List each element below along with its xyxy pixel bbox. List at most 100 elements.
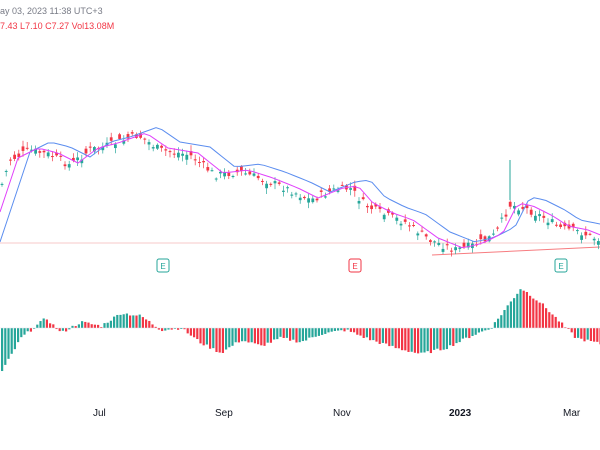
histogram-bar (260, 328, 263, 346)
candle-body (370, 205, 373, 210)
histogram-bar (87, 322, 90, 328)
histogram-bar (148, 320, 151, 328)
histogram-bar (311, 328, 314, 338)
candle-body (500, 217, 504, 219)
candle-body (240, 166, 243, 172)
histogram-bar (337, 328, 340, 331)
histogram-bar (17, 328, 20, 343)
histogram-bar (321, 328, 324, 335)
histogram-bar (401, 328, 404, 351)
histogram-bar (433, 328, 436, 350)
candle-body (567, 224, 571, 229)
histogram-bar (593, 328, 596, 342)
candle-body (34, 148, 37, 154)
candle-body (17, 153, 21, 157)
histogram-bar (343, 328, 346, 332)
histogram-bar (257, 328, 260, 345)
candle-body (534, 215, 537, 221)
histogram-bar (298, 328, 301, 343)
histogram-bar (36, 324, 39, 328)
histogram-bar (145, 319, 148, 328)
histogram-bar (228, 328, 231, 348)
svg-text:E: E (160, 262, 165, 271)
candle-body (458, 247, 462, 249)
candle-body (223, 172, 226, 177)
histogram-bar (61, 328, 64, 331)
histogram-bar (4, 328, 7, 365)
candle-body (30, 149, 33, 151)
histogram-bar (26, 328, 29, 332)
histogram-bar (77, 324, 80, 328)
histogram-bar (481, 328, 484, 332)
histogram-bar (346, 328, 349, 330)
histogram-bar (439, 328, 442, 351)
svg-text:E: E (352, 262, 357, 271)
candle-body (437, 242, 441, 245)
histogram-bar (516, 293, 519, 328)
candle-body (416, 233, 420, 236)
candle-body (101, 146, 105, 151)
earnings-marker[interactable]: E (348, 258, 362, 273)
candle-body (185, 154, 189, 160)
candle-body (277, 182, 281, 184)
histogram-bar (381, 328, 384, 343)
histogram-bar (209, 328, 212, 349)
histogram-bar (122, 314, 125, 328)
histogram-bar (407, 328, 410, 352)
histogram-bar (285, 328, 288, 338)
histogram-bar (365, 328, 368, 338)
candle-body (340, 184, 344, 186)
histogram-bar (42, 318, 45, 328)
histogram-bar (167, 328, 170, 330)
histogram-bar (218, 328, 221, 353)
candle-body (429, 240, 432, 242)
candle-body (328, 188, 331, 192)
histogram-bar (199, 328, 202, 344)
candle-body (181, 153, 184, 156)
histogram-bar (468, 328, 471, 339)
candle-body (0, 183, 4, 185)
histogram-bar (452, 328, 455, 346)
oscillator-histogram (1, 289, 600, 372)
histogram-bar (49, 323, 52, 328)
candle-body (420, 230, 424, 232)
histogram-bar (205, 328, 208, 345)
candle-body (403, 219, 407, 222)
candle-body (525, 205, 529, 209)
histogram-bar (564, 327, 567, 329)
histogram-bar (170, 328, 173, 330)
histogram-bar (305, 328, 308, 341)
ma-fast-line (0, 133, 600, 249)
histogram-bar (237, 328, 240, 343)
histogram-bar (135, 315, 138, 328)
candle-body (445, 244, 449, 246)
x-axis-label-sep: Sep (215, 408, 233, 419)
histogram-bar (93, 324, 96, 328)
candle-body (366, 205, 369, 208)
histogram-bar (65, 328, 68, 332)
histogram-bar (7, 328, 10, 359)
candle-body (214, 178, 218, 180)
histogram-bar (359, 328, 362, 336)
candle-body (139, 133, 142, 138)
histogram-bar (263, 328, 266, 346)
histogram-bar (55, 328, 58, 330)
histogram-bar (557, 321, 560, 328)
trend-line[interactable] (431, 246, 600, 256)
candle-body (508, 201, 512, 207)
candle-body (395, 217, 399, 221)
earnings-marker[interactable]: E (156, 258, 170, 273)
candle-body (143, 138, 147, 140)
candle-body (597, 241, 600, 245)
histogram-bar (525, 291, 528, 328)
candle-body (122, 140, 126, 144)
histogram-bar (221, 328, 224, 353)
histogram-bar (426, 328, 429, 352)
earnings-marker[interactable]: E (554, 258, 568, 273)
histogram-bar (410, 328, 413, 352)
candle-body (374, 203, 378, 207)
candle-body (164, 149, 168, 151)
candle-body (265, 183, 268, 189)
histogram-bar (247, 328, 250, 343)
